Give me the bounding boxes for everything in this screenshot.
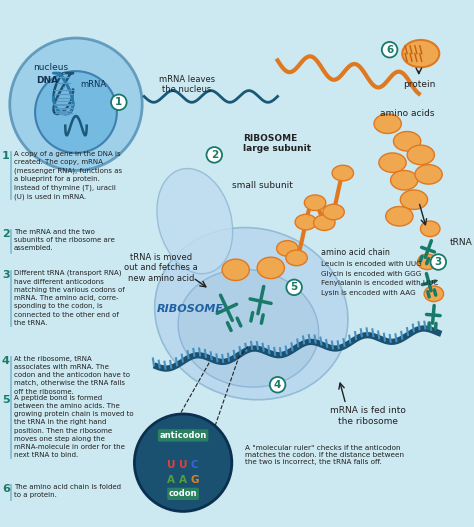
Text: 1: 1 [115,97,122,108]
Circle shape [111,94,127,110]
Ellipse shape [295,214,317,230]
Ellipse shape [420,221,440,237]
Ellipse shape [407,145,434,164]
Text: mRNA: mRNA [80,80,106,89]
Text: U: U [167,460,176,470]
Ellipse shape [415,164,442,184]
Text: Lysin is encoded with AAG: Lysin is encoded with AAG [321,290,416,296]
Text: C: C [191,460,199,470]
Ellipse shape [304,195,326,210]
Text: 3: 3 [2,270,9,280]
Text: At the ribosome, tRNA
associates with mRNA. The
codon and the anticodon have to
: At the ribosome, tRNA associates with mR… [14,356,129,395]
Text: U: U [179,460,187,470]
Text: Fenylalanin is encoded with UUC: Fenylalanin is encoded with UUC [321,280,439,287]
Circle shape [270,377,285,393]
Circle shape [430,254,446,270]
Circle shape [207,147,222,163]
Ellipse shape [314,215,335,230]
Text: 4: 4 [2,356,10,366]
Text: 2: 2 [210,150,218,160]
Text: 5: 5 [291,282,298,292]
Text: anticodon: anticodon [159,431,207,440]
Ellipse shape [257,257,284,279]
Ellipse shape [374,114,401,133]
Text: amino acids: amino acids [380,110,434,119]
Text: small subunit: small subunit [232,181,292,190]
Circle shape [10,38,142,170]
Ellipse shape [379,153,406,172]
Text: 5: 5 [2,395,9,405]
Text: Leucin is encoded with UUG: Leucin is encoded with UUG [321,261,422,267]
Ellipse shape [155,228,348,400]
Ellipse shape [323,204,344,220]
Text: RIBOSOME
large subunit: RIBOSOME large subunit [244,133,311,153]
Ellipse shape [286,250,307,266]
Ellipse shape [157,169,233,274]
Text: tRNA is moved
out and fetches a
new amino acid: tRNA is moved out and fetches a new amin… [124,253,198,283]
Circle shape [135,414,232,511]
Circle shape [382,42,397,57]
Text: Glycin is encoded with GGG: Glycin is encoded with GGG [321,271,422,277]
Text: 6: 6 [386,45,393,55]
Text: protein: protein [402,80,435,89]
Text: tRNA: tRNA [450,238,473,247]
Circle shape [35,71,117,153]
Text: 6: 6 [2,484,10,494]
Ellipse shape [391,170,418,190]
Text: 2: 2 [2,229,9,239]
Text: A peptide bond is formed
between the amino acids. The
growing protein chain is m: A peptide bond is formed between the ami… [14,395,133,458]
Ellipse shape [424,286,444,301]
Ellipse shape [277,241,298,256]
Text: A "molecular ruler" checks if the anticodon
matches the codon. If the distance b: A "molecular ruler" checks if the antico… [246,445,404,465]
Text: The amino acid chain is folded
to a protein.: The amino acid chain is folded to a prot… [14,484,121,499]
Text: 4: 4 [274,380,281,390]
Ellipse shape [393,132,421,151]
Text: 3: 3 [435,257,442,267]
Text: A: A [167,475,175,485]
Ellipse shape [386,207,413,226]
Ellipse shape [178,269,319,387]
Text: Different tRNA (transport RNA)
have different anticodons
matching the various co: Different tRNA (transport RNA) have diff… [14,270,124,326]
Text: mRNA is fed into
the ribosome: mRNA is fed into the ribosome [330,406,406,426]
Ellipse shape [332,165,354,181]
Text: 1: 1 [2,151,9,161]
Circle shape [286,279,302,295]
Text: amino acid chain: amino acid chain [321,248,390,257]
Ellipse shape [402,40,439,67]
Ellipse shape [401,190,428,209]
Text: A copy of a gene in the DNA is
created. The copy, mRNA
(messenger RNA), function: A copy of a gene in the DNA is created. … [14,151,122,200]
Text: DNA: DNA [36,76,58,85]
Ellipse shape [418,254,437,270]
Text: G: G [191,475,199,485]
Text: mRNA leaves
the nucleus: mRNA leaves the nucleus [159,75,215,94]
Text: nucleus: nucleus [33,63,68,72]
Ellipse shape [222,259,249,280]
Text: The mRNA and the two
subunits of the ribosome are
assembled.: The mRNA and the two subunits of the rib… [14,229,114,251]
Text: RIBOSOME: RIBOSOME [156,304,223,314]
Text: A: A [179,475,187,485]
Text: codon: codon [169,490,197,499]
